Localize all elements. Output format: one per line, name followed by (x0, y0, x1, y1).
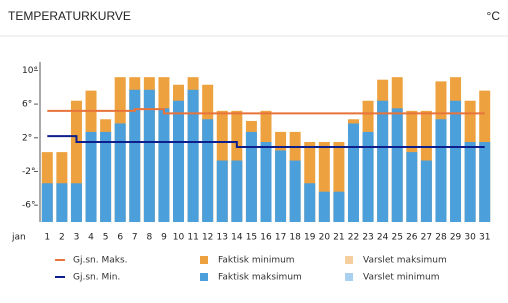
bar (158, 108, 170, 222)
bar (202, 119, 214, 222)
bar (318, 191, 330, 222)
x-tick-label: 9 (161, 233, 167, 243)
bar (56, 183, 68, 222)
x-tick-label: 19 (304, 233, 316, 243)
y-tick-label: 6° (22, 100, 32, 110)
x-tick-label: 22 (348, 233, 359, 243)
bar (362, 131, 374, 222)
x-tick-label: 15 (246, 233, 257, 243)
x-tick-label: 10 (173, 233, 185, 243)
x-tick-label: 26 (406, 233, 418, 243)
y-tick-label: -6° (22, 201, 35, 211)
unit-label: °C (487, 9, 501, 23)
legend-swatch (200, 256, 208, 264)
x-tick-label: 11 (187, 233, 198, 243)
bar (435, 119, 447, 222)
bar (450, 100, 462, 222)
x-tick-label: 20 (319, 233, 331, 243)
bar (333, 142, 345, 222)
x-tick-label: 12 (202, 233, 213, 243)
x-axis-label: jan (11, 233, 26, 243)
bar (275, 150, 287, 222)
bar (129, 89, 141, 222)
bar (304, 142, 316, 222)
x-tick-label: 31 (479, 233, 490, 243)
x-tick-label: 3 (74, 233, 80, 243)
x-tick-label: 1 (44, 233, 50, 243)
bar (41, 183, 53, 222)
legend-swatch (200, 273, 208, 281)
bar (304, 183, 316, 222)
bar (231, 160, 243, 222)
x-tick-label: 28 (435, 233, 447, 243)
x-tick-label: 16 (260, 233, 272, 243)
x-tick-label: 30 (464, 233, 476, 243)
x-tick-label: 24 (377, 233, 389, 243)
y-tick-label: 2° (22, 133, 32, 143)
y-tick-label: 10° (22, 66, 38, 76)
bar (245, 131, 257, 222)
line (47, 108, 485, 115)
bar (479, 142, 491, 222)
legend-label: Gj.sn. Maks. (73, 256, 128, 266)
x-tick-label: 7 (132, 233, 138, 243)
bar (114, 123, 126, 222)
x-tick-label: 13 (217, 233, 228, 243)
legend-label: Varslet maksimum (363, 256, 447, 266)
bar (100, 131, 112, 222)
bar (173, 100, 185, 222)
legend-label: Varslet minimum (363, 273, 440, 283)
x-tick-label: 23 (362, 233, 373, 243)
bar (464, 142, 476, 222)
legend-swatch (345, 273, 353, 281)
bar (289, 160, 301, 222)
legend-label: Faktisk maksimum (218, 273, 302, 283)
x-tick-label: 17 (275, 233, 286, 243)
x-tick-label: 21 (333, 233, 344, 243)
chart-title: TEMPERATURKURVE (8, 9, 131, 23)
x-tick-label: 8 (146, 233, 152, 243)
x-tick-label: 5 (103, 233, 109, 243)
legend-label: Gj.sn. Min. (73, 273, 120, 283)
x-tick-label: 29 (450, 233, 462, 243)
bar (318, 142, 330, 222)
bar (70, 100, 82, 222)
bar (420, 160, 432, 222)
legend-swatch (345, 256, 353, 264)
x-tick-label: 14 (231, 233, 243, 243)
bar (333, 191, 345, 222)
x-tick-label: 27 (421, 233, 432, 243)
bar (216, 160, 228, 222)
x-tick-label: 2 (59, 233, 65, 243)
bar (406, 152, 418, 222)
x-tick-label: 6 (117, 233, 123, 243)
bar (347, 123, 359, 222)
x-tick-label: 18 (289, 233, 301, 243)
x-tick-label: 4 (88, 233, 94, 243)
bar (143, 89, 155, 222)
x-tick-label: 25 (391, 233, 402, 243)
legend-label: Faktisk minimum (218, 256, 295, 266)
bar (187, 89, 199, 222)
bar (377, 100, 389, 222)
y-tick-label: -2° (22, 167, 35, 177)
bar (85, 131, 97, 222)
bar (391, 108, 403, 222)
bar (260, 142, 272, 222)
bar (70, 183, 82, 222)
line (47, 135, 485, 149)
